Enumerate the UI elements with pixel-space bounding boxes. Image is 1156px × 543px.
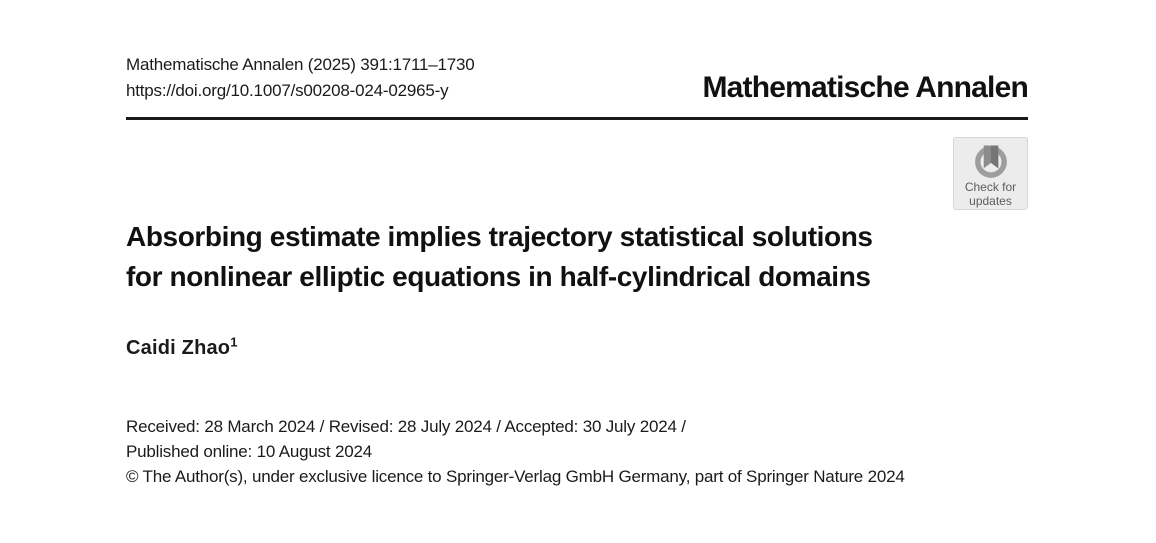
article-title: Absorbing estimate implies trajectory st… <box>126 217 1028 297</box>
badge-label: Check for updates <box>964 180 1017 208</box>
badge-row: Check for updates <box>126 137 1028 210</box>
header-divider <box>126 117 1028 120</box>
journal-logo: Mathematische Annalen <box>702 71 1028 104</box>
article-meta: Received: 28 March 2024 / Revised: 28 Ju… <box>126 414 1028 489</box>
page-content: Mathematische Annalen (2025) 391:1711–17… <box>126 0 1029 489</box>
journal-citation: Mathematische Annalen (2025) 391:1711–17… <box>126 55 475 74</box>
author-line: Caidi Zhao1 <box>126 334 1028 360</box>
citation-block: Mathematische Annalen (2025) 391:1711–17… <box>126 52 475 104</box>
history-line2: Published online: 10 August 2024 <box>126 442 372 461</box>
article-title-line2: for nonlinear elliptic equations in half… <box>126 261 871 292</box>
crossmark-bookmark-icon <box>971 141 1011 181</box>
badge-label-line2: updates <box>969 193 1012 208</box>
check-for-updates-badge[interactable]: Check for updates <box>953 137 1028 210</box>
doi-link[interactable]: https://doi.org/10.1007/s00208-024-02965… <box>126 81 449 100</box>
history-line1: Received: 28 March 2024 / Revised: 28 Ju… <box>126 417 686 436</box>
article-header: Mathematische Annalen (2025) 391:1711–17… <box>126 0 1029 104</box>
copyright-line: © The Author(s), under exclusive licence… <box>126 467 905 486</box>
author-name: Caidi Zhao <box>126 337 231 359</box>
badge-label-line1: Check for <box>964 180 1017 194</box>
affiliation-superscript: 1 <box>230 334 238 350</box>
article-title-line1: Absorbing estimate implies trajectory st… <box>126 221 873 252</box>
